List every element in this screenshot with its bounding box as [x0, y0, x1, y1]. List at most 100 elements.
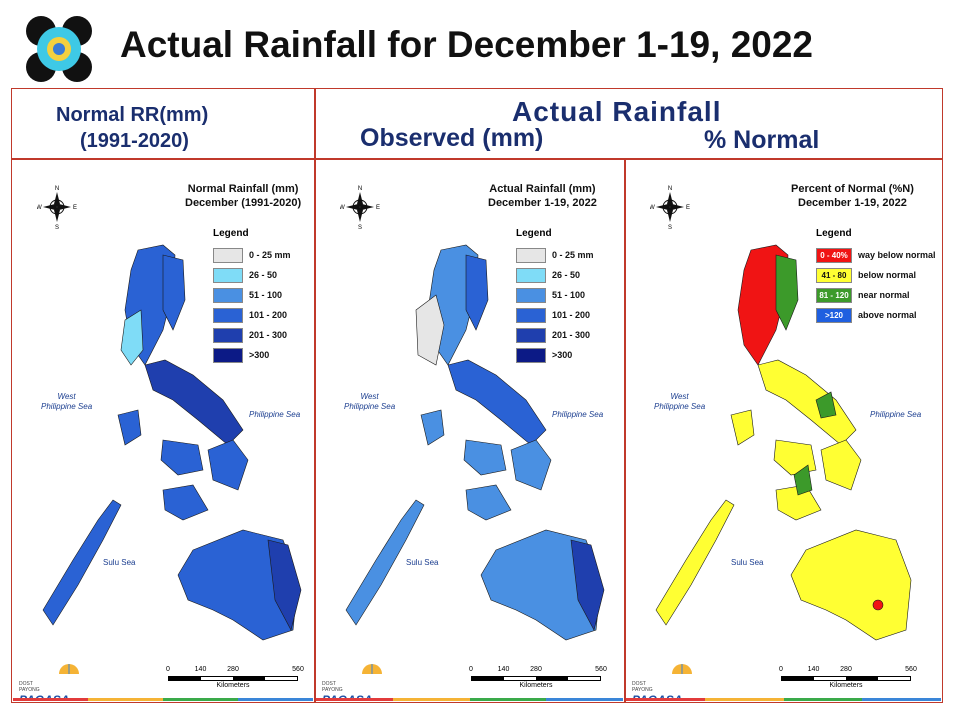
- map-panel-normal: N S W E Normal Rainfall (mm) December (1…: [13, 160, 313, 701]
- payong-label: PAYONG: [632, 687, 653, 693]
- compass-s: S: [55, 225, 59, 230]
- sea-label-sulu: Sulu Sea: [731, 558, 764, 567]
- map-legend: Legend 0 - 25 mm 26 - 50 51 - 100 101 - 200…: [516, 228, 594, 365]
- region-mindoro: [420, 409, 445, 446]
- scale-tick: 280: [530, 666, 542, 673]
- legend-row: 0 - 25 mm: [516, 245, 594, 265]
- compass-w: W: [37, 205, 42, 211]
- compass-n: N: [668, 186, 672, 192]
- legend-row: 101 - 200: [213, 305, 291, 325]
- payong-label: PAYONG: [322, 687, 343, 693]
- region-east-mindanao: [570, 539, 605, 631]
- legend-label: 201 - 300: [552, 330, 591, 340]
- frame-divider: [11, 158, 943, 160]
- legend-row: 0 - 25 mm: [213, 245, 291, 265]
- compass-e: E: [686, 205, 690, 211]
- sea-label-west-2: Philippine Sea: [41, 402, 93, 411]
- compass-rose-icon: N S W E: [650, 186, 690, 230]
- region-west-luzon: [120, 309, 144, 366]
- brand-stripe: [316, 698, 623, 701]
- map-title-line2: December (1991-2020): [185, 197, 302, 209]
- scale-bar: 0 140 280 560 Kilometers: [469, 666, 607, 689]
- compass-w: W: [650, 205, 655, 211]
- slide-title: Actual Rainfall for December 1-19, 2022: [120, 24, 814, 65]
- sea-label-sulu: Sulu Sea: [103, 558, 136, 567]
- map-legend: Legend 0 - 40% way below normal 41 - 80 bel…: [816, 228, 936, 325]
- sea-label-east: Philippine Sea: [552, 410, 604, 419]
- map-legend: Legend 0 - 25 mm 26 - 50 51 - 100 101 - 200…: [213, 228, 291, 365]
- sea-label-sulu: Sulu Sea: [406, 558, 439, 567]
- sea-label-east: Philippine Sea: [870, 410, 922, 419]
- scale-unit: Kilometers: [829, 682, 863, 689]
- scale-tick: 0: [166, 666, 170, 673]
- legend-swatch: [213, 307, 243, 323]
- scale-bar-graphic: [168, 676, 298, 681]
- region-visayas-b: [510, 439, 552, 491]
- sea-label-east: Philippine Sea: [249, 410, 301, 419]
- scale-ticks: 0 140 280 560: [779, 666, 917, 676]
- scale-ticks: 0 140 280 560: [166, 666, 304, 676]
- sea-label-west-1: West: [360, 392, 379, 401]
- compass-rose-icon: N S W E: [37, 186, 77, 230]
- legend-row: 41 - 80 below normal: [816, 265, 936, 285]
- pagasa-wordmark: PAGASA: [19, 693, 70, 701]
- legend-label: 51 - 100: [249, 290, 283, 300]
- region-visayas-b: [207, 439, 249, 491]
- scale-bar: 0 140 280 560 Kilometers: [166, 666, 304, 689]
- legend-swatch: >120: [816, 307, 852, 323]
- scale-tick: 280: [227, 666, 239, 673]
- scale-bar-graphic: [781, 676, 911, 681]
- region-ne-green-2: [815, 391, 837, 419]
- region-northeast-luzon: [775, 254, 799, 331]
- brand-stripe: [626, 698, 941, 701]
- region-visayas-b: [820, 439, 862, 491]
- region-visayas-c: [162, 484, 209, 521]
- legend-swatch: [516, 327, 546, 343]
- legend-swatch: [213, 247, 243, 263]
- legend-row: 201 - 300: [213, 325, 291, 345]
- frame-divider: [624, 158, 626, 703]
- actual-rainfall-header: Actual Rainfall: [512, 96, 722, 127]
- legend-row: >300: [213, 345, 291, 365]
- pagasa-branding: DOST PAYONG PAGASA The Weather and Clima…: [322, 660, 400, 701]
- sea-label-west-1: West: [670, 392, 689, 401]
- legend-swatch: [516, 287, 546, 303]
- region-visayas-a: [773, 439, 817, 476]
- legend-row: >120 above normal: [816, 305, 936, 325]
- legend-label: >300: [249, 350, 270, 360]
- legend-label: near normal: [858, 290, 910, 300]
- region-south-luzon: [447, 359, 547, 446]
- legend-title: Legend: [213, 228, 249, 239]
- scale-tick: 0: [779, 666, 783, 673]
- map-title-line1: Percent of Normal (%N): [791, 183, 914, 195]
- dost-label: DOST: [322, 681, 336, 687]
- legend-label: 0 - 25 mm: [249, 250, 291, 260]
- legend-row: 26 - 50: [516, 265, 594, 285]
- region-visayas-a: [160, 439, 204, 476]
- region-mindoro: [117, 409, 142, 446]
- sea-label-west: West Philippine Sea: [654, 392, 705, 412]
- region-palawan: [345, 499, 425, 626]
- payong-umbrella-icon: [672, 664, 692, 674]
- map-title: Actual Rainfall (mm) December 1-19, 2022: [488, 182, 597, 210]
- sea-label-west-1: West: [57, 392, 76, 401]
- scale-unit: Kilometers: [519, 682, 553, 689]
- compass-w: W: [340, 205, 345, 211]
- legend-label: 26 - 50: [552, 270, 581, 280]
- legend-row: 26 - 50: [213, 265, 291, 285]
- legend-row: 51 - 100: [213, 285, 291, 305]
- brand-stripe: [13, 698, 313, 701]
- compass-e: E: [73, 205, 77, 211]
- scale-tick: 140: [497, 666, 510, 673]
- map-panel-observed: N S W E Actual Rainfall (mm) December 1-…: [316, 160, 623, 701]
- scale-tick: 560: [292, 666, 304, 673]
- observed-header: Observed (mm): [360, 124, 544, 152]
- region-mindoro: [730, 409, 755, 446]
- legend-row: 101 - 200: [516, 305, 594, 325]
- region-cordillera-dry: [415, 294, 445, 366]
- frame-divider: [314, 88, 316, 703]
- region-mindanao: [480, 529, 602, 641]
- region-mindanao-spot: [872, 599, 884, 611]
- philippines-map: [345, 244, 605, 641]
- map-title-line1: Actual Rainfall (mm): [489, 183, 596, 195]
